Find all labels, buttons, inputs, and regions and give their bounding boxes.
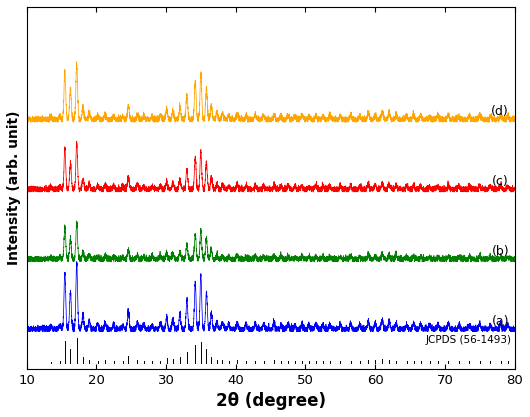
Y-axis label: Intensity (arb. unit): Intensity (arb. unit) [7,111,21,265]
X-axis label: 2θ (degree): 2θ (degree) [216,392,325,410]
Text: (c): (c) [492,175,509,188]
Text: JCPDS (56-1493): JCPDS (56-1493) [425,335,511,345]
Text: (b): (b) [491,245,509,258]
Text: (a): (a) [492,314,509,327]
Text: (d): (d) [491,105,509,118]
